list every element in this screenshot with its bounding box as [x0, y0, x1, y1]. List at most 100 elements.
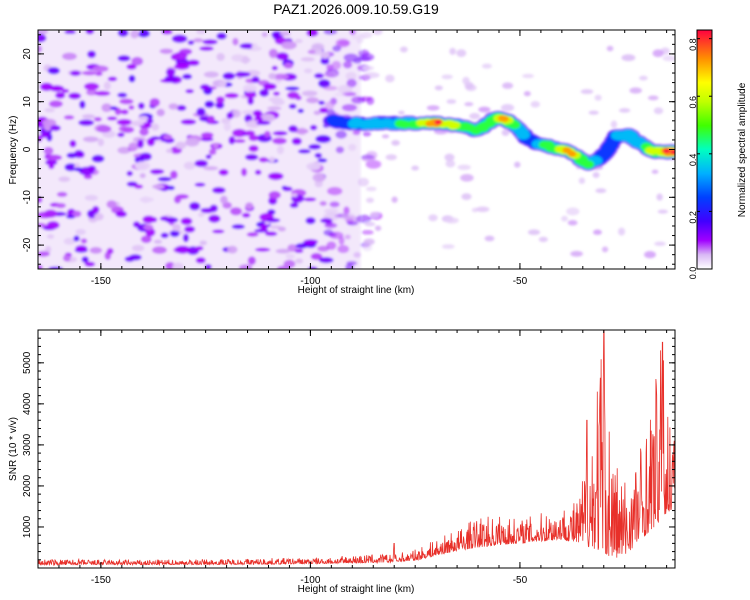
noise-blob	[356, 56, 371, 61]
noise-blob	[97, 138, 105, 147]
noise-blob	[196, 30, 207, 35]
noise-blob	[311, 42, 325, 51]
noise-blob	[344, 234, 351, 240]
noise-blob	[261, 32, 268, 38]
faint-blob	[464, 102, 474, 107]
noise-blob	[271, 65, 278, 71]
noise-blob	[139, 173, 146, 179]
faint-blob	[514, 161, 521, 168]
noise-blob	[79, 100, 86, 109]
noise-blob	[199, 46, 214, 51]
noise-blob	[303, 239, 319, 245]
faint-blob	[594, 94, 602, 101]
faint-blob	[561, 215, 568, 222]
noise-blob	[241, 167, 248, 177]
noise-blob	[83, 174, 93, 180]
noise-blob	[281, 185, 288, 190]
noise-blob	[126, 170, 133, 177]
y-tick-label: 20	[22, 48, 33, 60]
noise-blob	[84, 194, 98, 201]
noise-blob	[139, 196, 154, 203]
noise-blob	[42, 118, 57, 128]
faint-blob	[592, 172, 600, 178]
spectrogram-y-ticks: 20 10 0 -10 -20	[22, 34, 675, 265]
noise-blob	[131, 56, 144, 66]
noise-blob	[187, 59, 200, 67]
noise-blob	[287, 244, 298, 252]
noise-blob	[84, 261, 96, 267]
noise-blob	[272, 137, 287, 145]
noise-blob	[308, 143, 322, 150]
faint-blob	[523, 91, 531, 97]
ridge-blob	[516, 130, 531, 140]
faint-blob	[651, 169, 659, 174]
faint-blob	[538, 236, 548, 243]
noise-blob	[362, 243, 373, 252]
noise-blob	[106, 200, 117, 209]
noise-blob	[85, 89, 98, 96]
noise-blob	[338, 40, 351, 46]
noise-blob	[143, 224, 154, 230]
noise-blob	[38, 222, 47, 228]
x-tick-label: -100	[300, 575, 320, 586]
noise-blob	[254, 169, 262, 176]
noise-blob	[289, 202, 299, 209]
noise-blob	[117, 55, 131, 62]
faint-blob	[644, 251, 656, 259]
noise-blob	[295, 95, 302, 101]
noise-blob	[101, 103, 112, 113]
noise-blob	[306, 30, 319, 37]
noise-blob	[361, 155, 376, 162]
noise-blob	[303, 68, 313, 74]
noise-blob	[226, 111, 234, 120]
noise-blob	[96, 125, 112, 133]
noise-blob	[326, 64, 334, 71]
noise-blob	[242, 84, 258, 93]
noise-blob	[348, 143, 357, 151]
noise-blob	[137, 102, 145, 110]
noise-blob	[215, 96, 225, 104]
noise-blob	[294, 38, 303, 44]
noise-blob	[306, 97, 320, 104]
y-tick-label: 2000	[22, 474, 33, 497]
y-tick-label: 10	[22, 96, 33, 108]
noise-blob	[168, 103, 179, 110]
noise-blob	[365, 186, 377, 192]
noise-blob	[48, 100, 63, 108]
noise-blob	[149, 97, 161, 107]
noise-blob	[91, 154, 105, 163]
noise-blob	[106, 247, 114, 255]
faint-blob	[527, 229, 541, 236]
noise-blob	[187, 40, 195, 46]
faint-blob	[570, 250, 583, 257]
noise-blob	[268, 191, 281, 200]
noise-blob	[238, 264, 253, 269]
noise-blob	[80, 238, 88, 244]
noise-blob	[182, 73, 193, 80]
noise-blob	[259, 88, 270, 97]
noise-blob	[351, 35, 367, 40]
noise-blob	[272, 91, 280, 96]
noise-blob	[146, 118, 154, 124]
noise-blob	[335, 130, 347, 139]
noise-blob	[320, 57, 330, 65]
noise-blob	[117, 30, 129, 37]
noise-blob	[150, 136, 161, 141]
noise-blob	[171, 34, 188, 43]
noise-blob	[324, 208, 339, 214]
noise-blob	[345, 263, 354, 269]
noise-blob	[134, 184, 144, 189]
faint-blob	[501, 129, 510, 136]
noise-blob	[196, 107, 206, 116]
noise-blob	[290, 193, 298, 198]
noise-blob	[268, 97, 283, 103]
noise-blob	[115, 210, 128, 218]
noise-blob	[140, 235, 152, 244]
noise-blob	[174, 62, 190, 70]
noise-blob	[315, 134, 332, 144]
noise-blob	[82, 70, 97, 76]
noise-blob	[94, 90, 111, 97]
noise-blob	[247, 256, 256, 266]
noise-blob	[75, 245, 88, 252]
ridge-blob	[434, 119, 442, 125]
